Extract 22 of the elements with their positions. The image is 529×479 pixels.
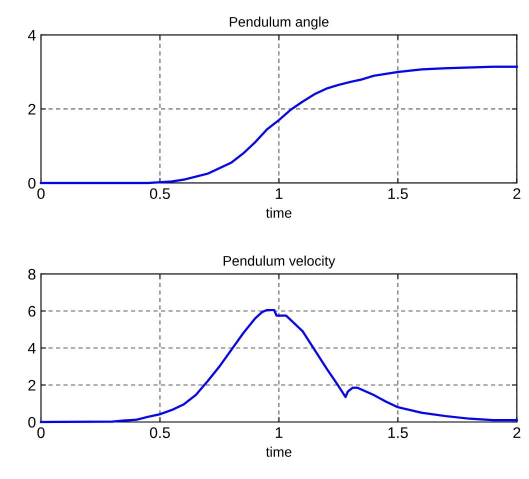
x-tick-label: 0.5: [150, 188, 170, 200]
x-tick-label: 1: [276, 427, 282, 438]
y-tick-label: 2: [28, 380, 36, 391]
y-tick-label: 0: [28, 416, 36, 428]
x-tick-label: 1: [276, 188, 282, 199]
x-tick-label: 0.5: [150, 427, 170, 438]
chart-title: Pendulum angle: [230, 16, 328, 30]
y-tick-label: 8: [28, 268, 36, 280]
chart-title: Pendulum velocity: [224, 256, 336, 269]
y-tick-label: 2: [28, 104, 36, 115]
x-tick-label: 1.5: [388, 427, 408, 438]
x-axis-title: time: [266, 208, 292, 218]
x-tick-label: 1.5: [388, 188, 408, 200]
y-tick-label: 6: [28, 306, 36, 317]
y-tick-label: 4: [28, 30, 36, 41]
x-tick-label: 2: [513, 188, 520, 199]
x-tick-label: 2: [513, 427, 520, 438]
x-tick-label: 0: [37, 188, 45, 200]
y-tick-label: 4: [28, 343, 36, 354]
x-axis-title: time: [266, 446, 292, 457]
y-tick-label: 0: [28, 178, 36, 189]
x-tick-label: 0: [37, 427, 45, 438]
